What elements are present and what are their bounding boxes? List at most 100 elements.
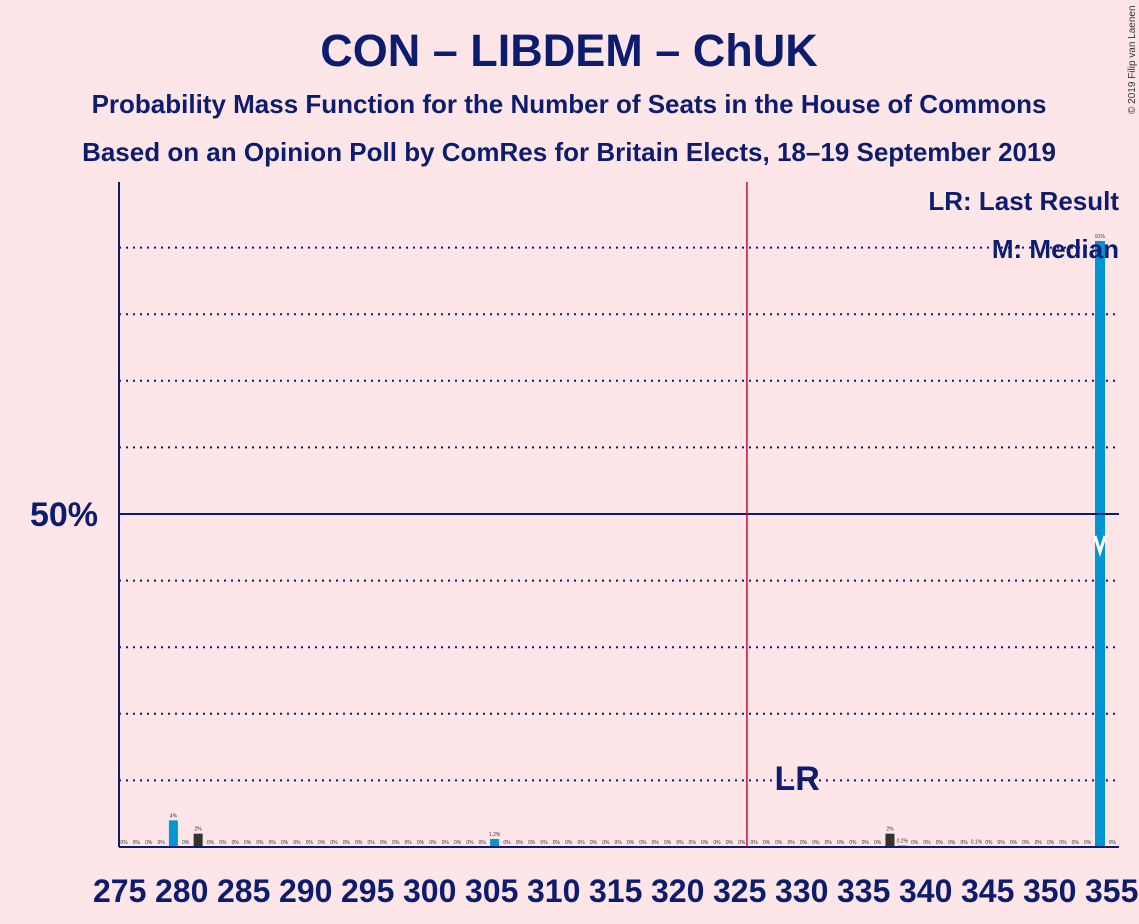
bar-label-275: 0%: [120, 840, 128, 846]
bar-label-303: 0%: [466, 840, 474, 846]
bar-label-306: 0%: [503, 840, 511, 846]
chart-subtitle-2: Based on an Opinion Poll by ComRes for B…: [82, 137, 1056, 167]
bar-label-339: 0%: [911, 840, 919, 846]
bar-label-299: 0%: [417, 840, 425, 846]
bar-label-350: 0%: [1047, 840, 1055, 846]
bar-label-292: 0%: [330, 840, 338, 846]
bar-label-294: 0%: [355, 840, 363, 846]
x-tick-295: 295: [341, 873, 394, 909]
bar-label-328: 0%: [775, 840, 783, 846]
x-tick-330: 330: [775, 873, 828, 909]
bar-series: [168, 240, 1105, 847]
bar-label-346: 0%: [998, 840, 1006, 846]
bar-label-327: 0%: [763, 840, 771, 846]
bar-label-325: 0%: [738, 840, 746, 846]
bar-label-286: 0%: [256, 840, 264, 846]
x-tick-290: 290: [279, 873, 332, 909]
bar-354: [1095, 240, 1105, 847]
bar-label-319: 0%: [664, 840, 672, 846]
bar-label-342: 0%: [948, 840, 956, 846]
bar-337: [885, 833, 895, 847]
x-tick-280: 280: [155, 873, 208, 909]
bar-label-322: 0%: [701, 840, 709, 846]
bar-label-312: 0%: [577, 840, 585, 846]
bar-label-301: 0%: [442, 840, 450, 846]
bar-label-337: 2%: [886, 827, 894, 833]
bar-label-347: 0%: [1010, 840, 1018, 846]
bar-label-330: 0%: [800, 840, 808, 846]
legend-last-result: LR: Last Result: [928, 186, 1119, 216]
bar-label-351: 0%: [1059, 840, 1067, 846]
bar-label-323: 0%: [713, 840, 721, 846]
x-tick-305: 305: [465, 873, 518, 909]
bar-label-341: 0%: [936, 840, 944, 846]
bar-label-354: 91%: [1095, 234, 1106, 240]
bar-label-290: 0%: [306, 840, 314, 846]
bar-label-316: 0%: [627, 840, 635, 846]
bar-label-284: 0%: [232, 840, 240, 846]
bar-label-302: 0%: [454, 840, 462, 846]
bar-label-344: 0.1%: [971, 839, 983, 845]
bar-label-353: 0%: [1084, 840, 1092, 846]
bar-label-298: 0%: [405, 840, 413, 846]
x-tick-labels: 275 280 285 290 295 300 305 310 315 320 325 330 335 3…: [93, 873, 1138, 909]
bar-305: [490, 839, 500, 847]
x-tick-310: 310: [527, 873, 580, 909]
bar-label-326: 0%: [750, 840, 758, 846]
x-tick-335: 335: [837, 873, 890, 909]
bar-label-333: 0%: [837, 840, 845, 846]
bar-label-297: 0%: [392, 840, 400, 846]
x-tick-315: 315: [589, 873, 642, 909]
gridlines: [119, 246, 1119, 782]
legend-median: M: Median: [992, 234, 1119, 264]
bar-label-311: 0%: [565, 840, 573, 846]
bar-label-329: 0%: [788, 840, 796, 846]
x-tick-300: 300: [403, 873, 456, 909]
bar-label-300: 0%: [429, 840, 437, 846]
bar-label-288: 0%: [281, 840, 289, 846]
bar-label-348: 0%: [1022, 840, 1030, 846]
bar-label-276: 0%: [133, 840, 141, 846]
bar-label-355: 0%: [1109, 840, 1117, 846]
bar-label-309: 0%: [540, 840, 548, 846]
bar-label-295: 0%: [367, 840, 375, 846]
bar-label-324: 0%: [726, 840, 734, 846]
chart-title: CON – LIBDEM – ChUK: [320, 25, 818, 76]
bar-label-289: 0%: [293, 840, 301, 846]
bar-279: [168, 820, 178, 847]
bar-label-349: 0%: [1035, 840, 1043, 846]
x-tick-340: 340: [899, 873, 952, 909]
bar-label-345: 0%: [985, 840, 993, 846]
x-tick-345: 345: [961, 873, 1014, 909]
x-tick-325: 325: [713, 873, 766, 909]
copyright-note: © 2019 Filip van Laenen: [1127, 5, 1138, 114]
bar-label-343: 0%: [960, 840, 968, 846]
bar-label-287: 0%: [269, 840, 277, 846]
bar-label-321: 0%: [689, 840, 697, 846]
bar-label-335: 0%: [862, 840, 870, 846]
bar-281: [193, 833, 203, 847]
bar-label-318: 0%: [652, 840, 660, 846]
bar-label-332: 0%: [825, 840, 833, 846]
bar-value-labels: 0% 0% 0% 0% 4% 0% 2% 0% 0% 0% 0% 0% 0% 0% 0% 0% 0% 0% 0% 0%…: [120, 234, 1116, 846]
x-tick-275: 275: [93, 873, 146, 909]
bar-label-334: 0%: [849, 840, 857, 846]
bar-label-331: 0%: [812, 840, 820, 846]
bar-label-277: 0%: [145, 840, 153, 846]
chart-subtitle-1: Probability Mass Function for the Number…: [92, 89, 1047, 119]
median-marker: [1093, 535, 1107, 558]
bar-label-293: 0%: [343, 840, 351, 846]
bar-label-313: 0%: [590, 840, 598, 846]
last-result-marker: LR: [774, 760, 819, 798]
x-tick-350: 350: [1023, 873, 1076, 909]
bar-label-308: 0%: [528, 840, 536, 846]
bar-label-310: 0%: [553, 840, 561, 846]
bar-label-315: 0%: [615, 840, 623, 846]
bar-label-307: 0%: [516, 840, 524, 846]
y-tick-50: 50%: [30, 496, 98, 534]
bar-label-282: 0%: [207, 840, 215, 846]
bar-label-283: 0%: [219, 840, 227, 846]
bar-label-285: 0%: [244, 840, 252, 846]
bar-label-296: 0%: [380, 840, 388, 846]
